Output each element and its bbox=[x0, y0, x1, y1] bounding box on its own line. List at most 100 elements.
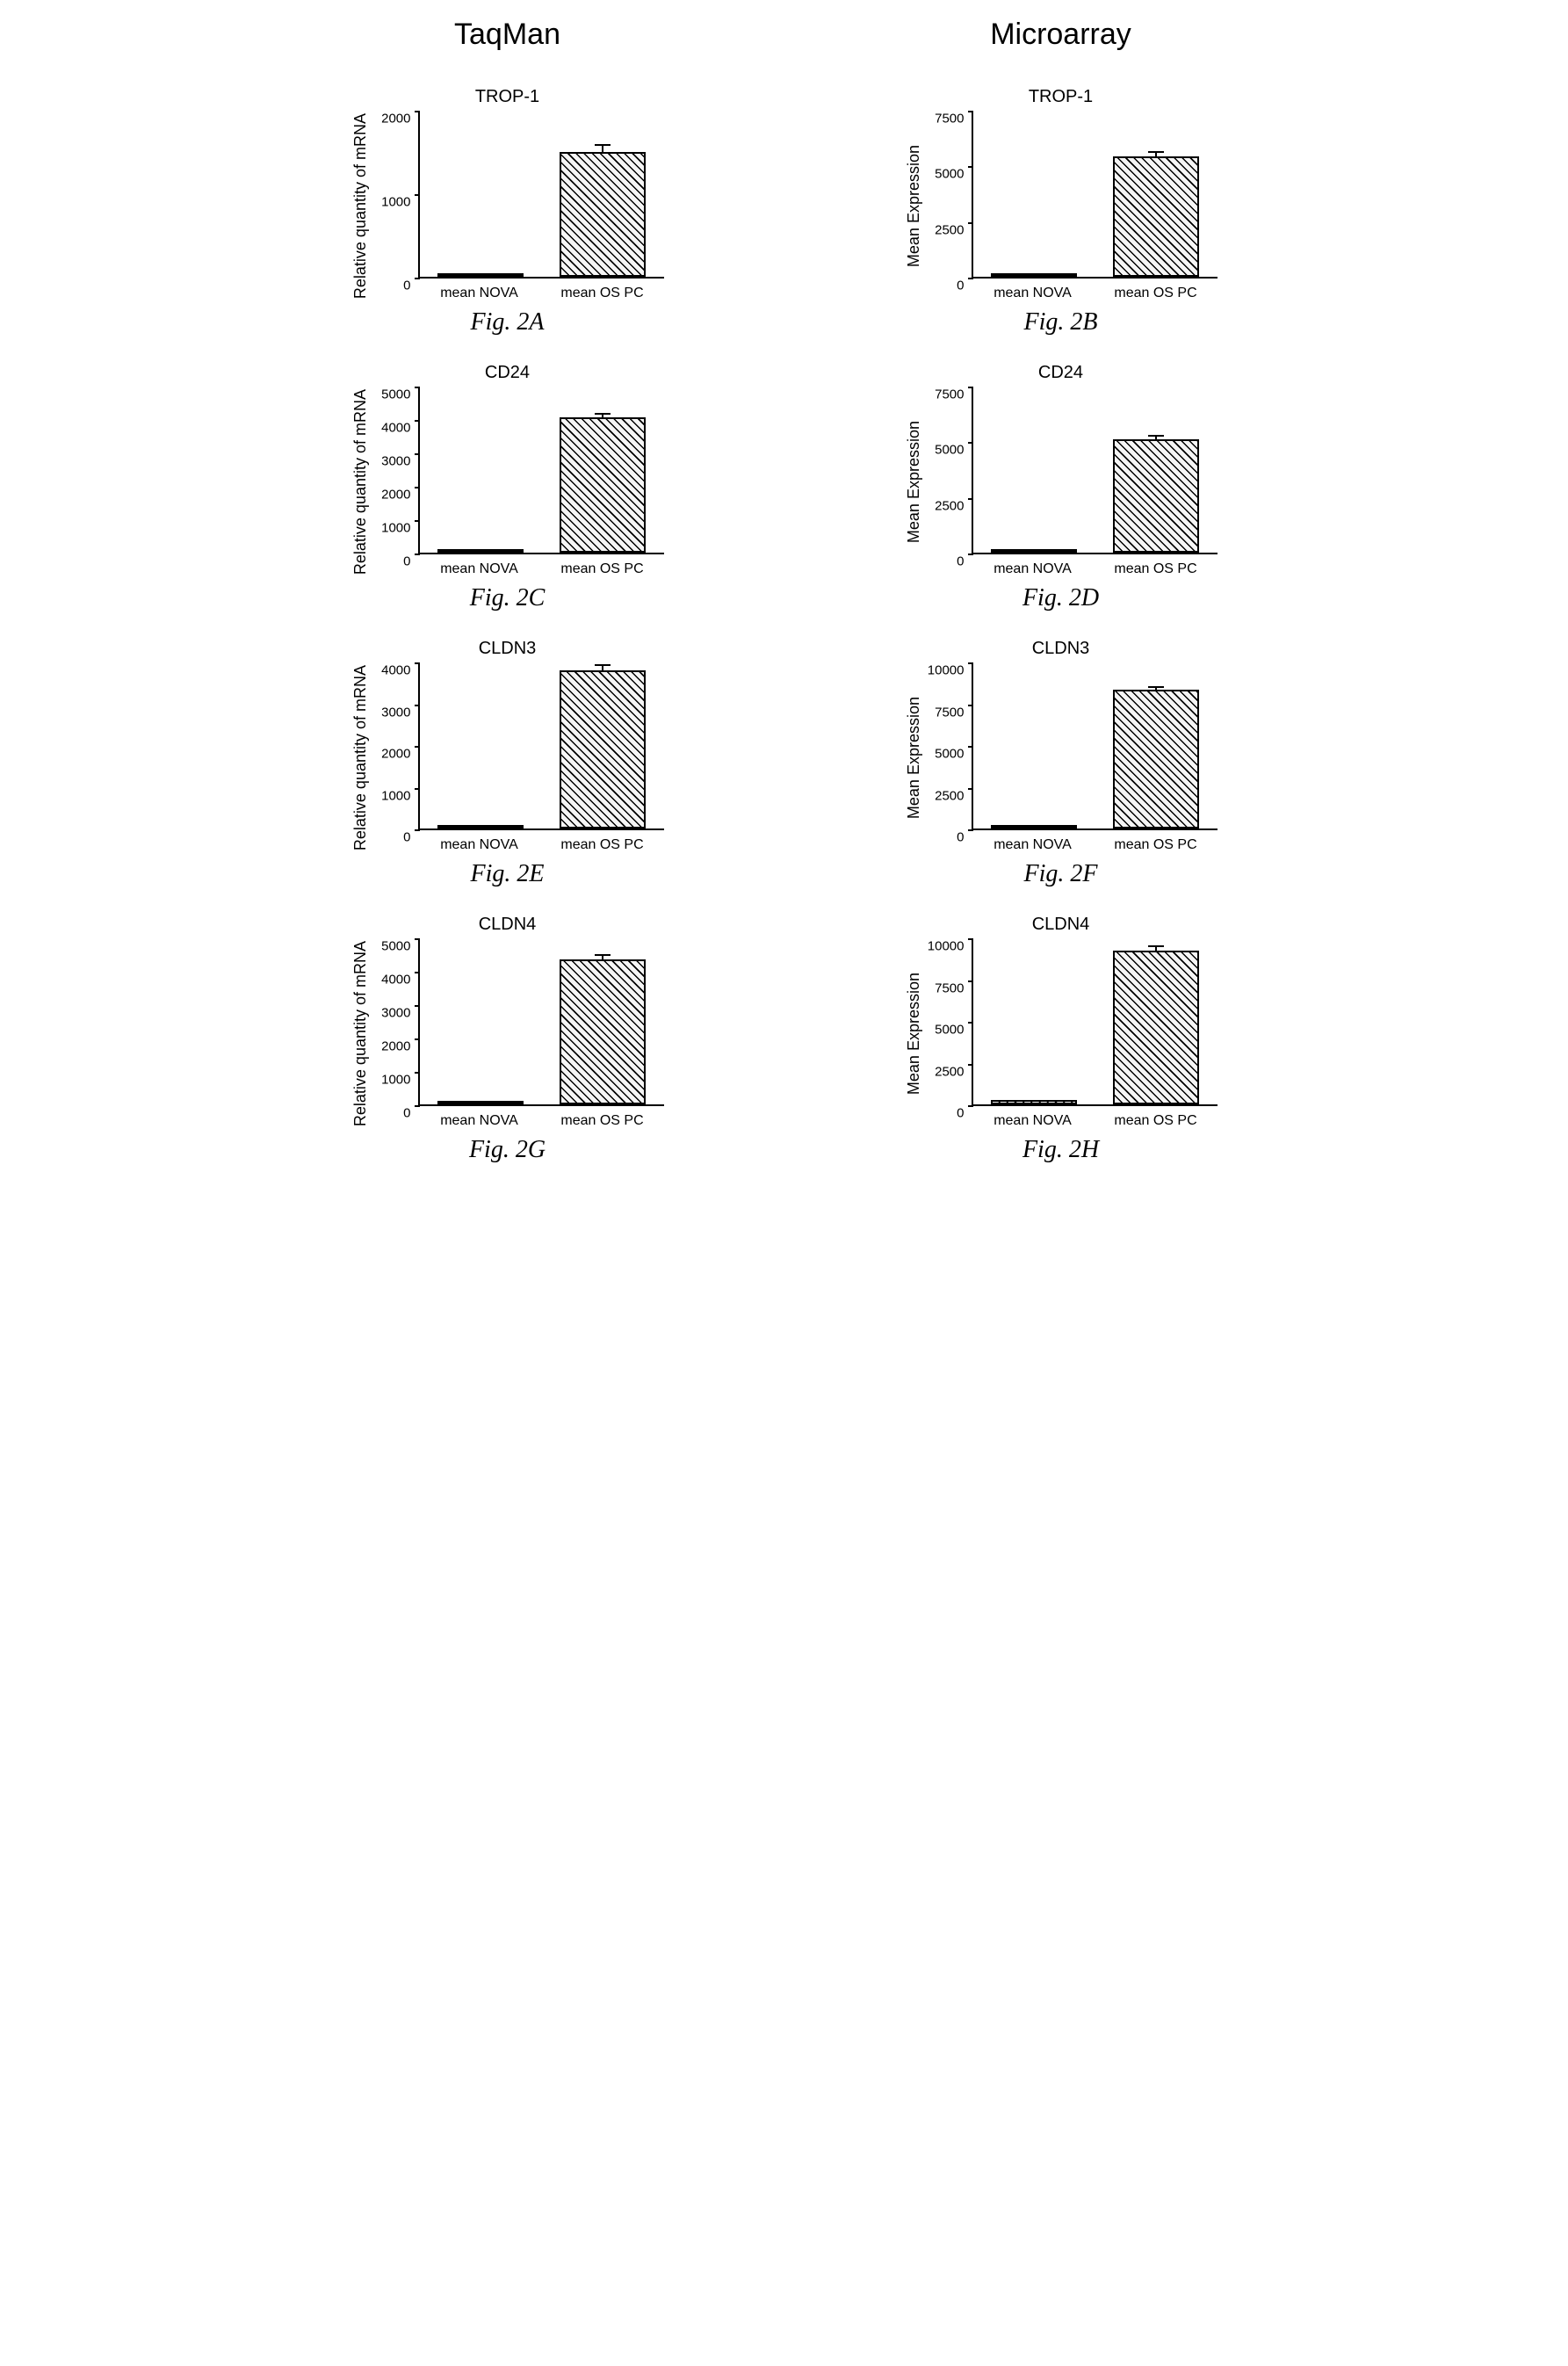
y-tick-label: 7500 bbox=[935, 705, 964, 720]
y-axis-label: Relative quantity of mRNA bbox=[351, 113, 370, 299]
chart-area: 01000200030004000 mean NOVAmean OS PC bbox=[374, 663, 664, 853]
x-label: mean NOVA bbox=[424, 837, 535, 853]
chart-wrapper: Relative quantity of mRNA010002000300040… bbox=[351, 387, 664, 577]
y-tick-mark bbox=[415, 829, 420, 831]
chart-title: TROP-1 bbox=[1029, 87, 1093, 107]
error-cap bbox=[595, 144, 611, 146]
bar bbox=[560, 152, 645, 278]
x-label: mean OS PC bbox=[547, 286, 658, 301]
bar-fill bbox=[560, 417, 645, 553]
x-label: mean OS PC bbox=[547, 1113, 658, 1129]
error-cap bbox=[1148, 435, 1164, 437]
chart-wrapper: Relative quantity of mRNA010002000300040… bbox=[351, 939, 664, 1129]
chart-wrapper: Mean Expression0250050007500mean NOVAmea… bbox=[905, 112, 1218, 301]
bar-fill bbox=[560, 670, 645, 829]
x-label: mean NOVA bbox=[978, 1113, 1088, 1129]
chart-wrapper: Mean Expression 0250050007500 mean NOVAmea… bbox=[905, 387, 1218, 577]
y-axis-label: Relative quantity of mRNA bbox=[351, 941, 370, 1126]
column-header-right: Microarray bbox=[811, 18, 1311, 52]
plot-area: 025005000750010000 bbox=[972, 939, 1218, 1106]
bar-fill bbox=[437, 549, 523, 553]
y-tick-label: 2000 bbox=[381, 488, 410, 503]
bar-fill bbox=[1113, 690, 1198, 828]
y-tick-label: 5000 bbox=[935, 747, 964, 762]
y-tick-label: 2000 bbox=[381, 112, 410, 127]
chart-wrapper: Mean Expression025005000750010000mean NO… bbox=[905, 939, 1218, 1129]
y-tick-label: 7500 bbox=[935, 980, 964, 995]
bar bbox=[991, 549, 1076, 553]
bars-container bbox=[420, 387, 664, 553]
figure-caption: Fig. 2F bbox=[1024, 860, 1098, 888]
y-tick-label: 2000 bbox=[381, 1039, 410, 1054]
chart-area: 025005000750010000 mean NOVA mean OS PC bbox=[928, 939, 1218, 1129]
bar bbox=[1113, 156, 1198, 277]
chart-panel-2a: TROP-1Relative quantity of mRNA010002000… bbox=[257, 87, 758, 336]
bars-container bbox=[420, 112, 664, 277]
y-tick-label: 5000 bbox=[935, 1023, 964, 1038]
x-axis-labels: mean NOVAmean OS PC bbox=[418, 837, 664, 853]
bar-fill bbox=[991, 1100, 1076, 1104]
chart-panel-2d: CD24Mean Expression0250050007500mean NOV… bbox=[811, 363, 1311, 612]
y-tick-label: 2500 bbox=[935, 1064, 964, 1079]
column-header-left: TaqMan bbox=[257, 18, 758, 52]
y-tick-label: 0 bbox=[403, 279, 410, 293]
figure-caption: Fig. 2A bbox=[471, 308, 545, 336]
bar bbox=[560, 670, 645, 829]
y-axis-label: Mean Expression bbox=[905, 421, 923, 543]
error-cap bbox=[1148, 686, 1164, 688]
y-tick-label: 0 bbox=[403, 1106, 410, 1121]
bar-fill bbox=[991, 549, 1076, 553]
chart-area: 025005000750010000mean NOVAmean OS PC bbox=[928, 663, 1218, 853]
y-tick-label: 1000 bbox=[381, 788, 410, 803]
chart-title: CLDN4 bbox=[479, 915, 537, 935]
chart-area: 010002000mean NOVAmean OS PC bbox=[374, 112, 664, 301]
bars-container bbox=[973, 112, 1218, 277]
y-tick-label: 5000 bbox=[381, 939, 410, 954]
bar bbox=[991, 273, 1076, 277]
bar bbox=[1113, 439, 1198, 553]
y-tick-label: 4000 bbox=[381, 973, 410, 988]
chart-wrapper: Relative quantity of mRNA010002000300040… bbox=[351, 663, 664, 853]
plot-area: 0250050007500 bbox=[972, 112, 1218, 279]
bar-fill bbox=[991, 825, 1076, 828]
bar-fill bbox=[1113, 439, 1198, 553]
bars-container bbox=[420, 939, 664, 1104]
x-label: mean OS PC bbox=[1101, 1113, 1211, 1129]
plot-area: 010002000 bbox=[418, 112, 664, 279]
bars-container bbox=[973, 387, 1218, 553]
error-cap bbox=[1148, 151, 1164, 153]
plot-area: 025005000750010000 bbox=[972, 663, 1218, 830]
y-tick-label: 5000 bbox=[935, 443, 964, 458]
chart-title: CD24 bbox=[485, 363, 530, 383]
y-tick-label: 7500 bbox=[935, 112, 964, 127]
x-axis-labels: mean NOVA mean OS PC bbox=[972, 1113, 1218, 1129]
bar-fill bbox=[437, 273, 523, 277]
y-tick-mark bbox=[968, 554, 973, 555]
bars-container bbox=[973, 663, 1218, 828]
chart-panel-2f: CLDN3Mean Expression025005000750010000me… bbox=[811, 639, 1311, 888]
y-tick-label: 2000 bbox=[381, 747, 410, 762]
y-tick-label: 2500 bbox=[935, 788, 964, 803]
x-label: mean NOVA bbox=[424, 1113, 535, 1129]
plot-area: 01000200030004000 bbox=[418, 663, 664, 830]
figure-caption: Fig. 2E bbox=[471, 860, 545, 888]
x-label: mean NOVA bbox=[978, 286, 1088, 301]
x-axis-labels: mean NOVAmean OS PC bbox=[972, 561, 1218, 577]
bar-fill bbox=[1113, 951, 1198, 1104]
bar-fill bbox=[437, 825, 523, 828]
error-cap bbox=[595, 664, 611, 666]
y-tick-mark bbox=[415, 278, 420, 279]
y-tick-label: 3000 bbox=[381, 454, 410, 469]
chart-area: 010002000300040005000mean NOVAmean OS PC bbox=[374, 939, 664, 1129]
chart-panel-2c: CD24Relative quantity of mRNA01000200030… bbox=[257, 363, 758, 612]
x-label: mean OS PC bbox=[1101, 837, 1211, 853]
plot-area: 010002000300040005000 bbox=[418, 387, 664, 554]
bars-container bbox=[973, 939, 1218, 1104]
plot-area: 0250050007500 bbox=[972, 387, 1218, 554]
x-label: mean OS PC bbox=[547, 561, 658, 577]
chart-area: 0250050007500 mean NOVAmean OS PC bbox=[928, 387, 1218, 577]
y-axis-label: Mean Expression bbox=[905, 697, 923, 819]
chart-wrapper: Relative quantity of mRNA010002000mean N… bbox=[351, 112, 664, 301]
y-tick-label: 2500 bbox=[935, 498, 964, 513]
y-tick-label: 7500 bbox=[935, 387, 964, 402]
